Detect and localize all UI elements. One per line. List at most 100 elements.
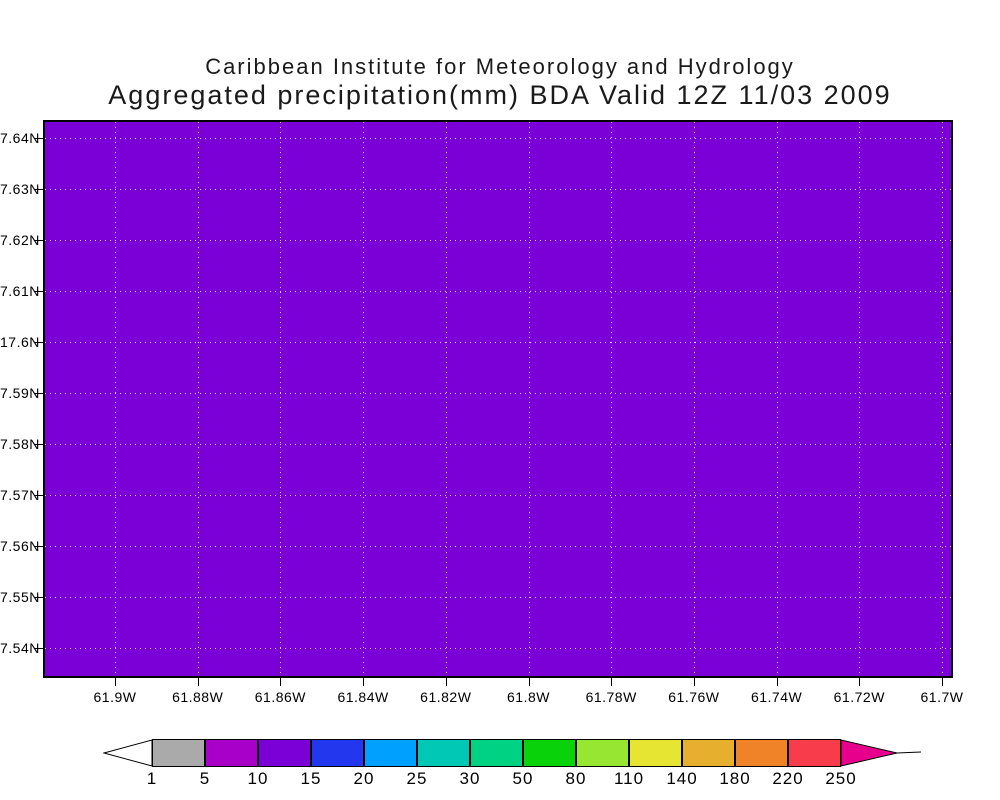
x-tick-mark <box>197 678 199 686</box>
y-tick-label: 17.6N <box>0 334 40 350</box>
colorbar-segment <box>629 739 682 767</box>
colorbar-tick-label: 110 <box>613 769 645 788</box>
y-tick-label: 7.55N <box>0 589 40 605</box>
gridline-longitude <box>859 122 861 676</box>
map-plot-area <box>43 120 953 678</box>
x-tick-mark <box>445 678 447 686</box>
x-tick-label: 61.74W <box>750 689 803 705</box>
y-tick-label: 7.54N <box>0 640 40 656</box>
gridline-latitude <box>45 393 951 394</box>
y-tick-label: 7.56N <box>0 538 40 554</box>
colorbar-tick-label: 5 <box>199 769 211 788</box>
x-tick-mark <box>859 678 861 686</box>
colorbar-segment <box>470 739 523 767</box>
colorbar-segment <box>205 739 258 767</box>
gridline-latitude <box>45 546 951 547</box>
y-tick-mark <box>34 291 43 292</box>
x-tick-label: 61.76W <box>668 689 720 705</box>
x-tick-label: 61.88W <box>172 689 224 705</box>
x-tick-mark <box>363 678 365 686</box>
y-tick-mark <box>34 138 43 139</box>
gridline-longitude <box>115 122 116 676</box>
colorbar-tick-label: 250 <box>825 769 857 788</box>
x-tick-mark <box>528 678 530 686</box>
gridline-longitude <box>363 122 365 676</box>
y-tick-label: 7.63N <box>0 181 40 197</box>
colorbar-tick-label: 180 <box>719 769 751 788</box>
colorbar-tick-label: 10 <box>247 769 269 788</box>
colorbar-segment <box>311 739 364 767</box>
gridline-latitude <box>45 444 951 445</box>
x-tick-label: 61.82W <box>420 689 472 705</box>
y-tick-label: 7.62N <box>0 232 40 248</box>
y-tick-label: 7.59N <box>0 385 40 401</box>
colorbar-tick-label: 80 <box>565 769 587 788</box>
colorbar-tick-label: 1 <box>146 769 158 788</box>
y-tick-mark <box>34 393 43 394</box>
y-tick-label: 7.57N <box>0 487 40 503</box>
gridline-longitude <box>528 122 530 676</box>
x-tick-mark <box>115 678 116 686</box>
gridline-latitude <box>45 189 951 190</box>
x-tick-label: 61.72W <box>833 689 885 705</box>
x-tick-mark <box>280 678 282 686</box>
colorbar-tick-label: 30 <box>459 769 481 788</box>
gridline-longitude <box>197 122 199 676</box>
gridline-longitude <box>611 122 613 676</box>
gridline-longitude <box>942 122 943 676</box>
x-tick-label: 61.9W <box>93 689 137 705</box>
colorbar-tick-label: 25 <box>406 769 428 788</box>
colorbar-segment <box>788 739 841 767</box>
colorbar-segment <box>364 739 417 767</box>
colorbar-segment <box>152 739 205 767</box>
x-tick-mark <box>776 678 778 686</box>
colorbar-tick-label: 140 <box>666 769 698 788</box>
y-tick-mark <box>34 495 43 496</box>
colorbar-legend: 1 5 10 15 20 25 30 50 80 110 140 180 220 250 <box>103 739 943 799</box>
x-tick-label: 61.7W <box>920 689 964 705</box>
colorbar-above-max-arrow <box>841 739 922 767</box>
x-tick-label: 61.84W <box>337 689 389 705</box>
gridline-latitude <box>45 291 951 292</box>
colorbar-tick-label: 220 <box>772 769 804 788</box>
colorbar-segment <box>417 739 470 767</box>
gridline-latitude <box>45 597 951 598</box>
gridline-latitude <box>45 240 951 241</box>
x-tick-label: 61.8W <box>507 689 550 705</box>
y-tick-mark <box>34 444 43 445</box>
y-tick-mark <box>34 189 43 190</box>
y-tick-mark <box>34 342 43 343</box>
gridline-latitude <box>45 648 951 649</box>
colorbar-segment <box>576 739 629 767</box>
x-tick-label: 61.78W <box>585 689 637 705</box>
gridline-longitude <box>280 122 282 676</box>
x-tick-mark <box>942 678 943 686</box>
colorbar-segment <box>735 739 788 767</box>
figure-title-variable: Aggregated precipitation(mm) BDA Valid 1… <box>108 80 892 110</box>
colorbar-tick-label: 20 <box>353 769 375 788</box>
x-tick-mark <box>693 678 695 686</box>
gridline-longitude <box>693 122 695 676</box>
figure-title-institute: Caribbean Institute for Meteorology and … <box>205 54 795 79</box>
y-tick-mark <box>34 648 43 649</box>
gridline-latitude <box>45 495 951 496</box>
y-tick-mark <box>34 597 43 598</box>
colorbar-segment <box>682 739 735 767</box>
y-tick-mark <box>34 240 43 241</box>
y-tick-label: 7.58N <box>0 436 40 452</box>
gridline-longitude <box>445 122 447 676</box>
colorbar-segment <box>258 739 311 767</box>
gridline-latitude <box>45 138 951 139</box>
x-tick-label: 61.86W <box>254 689 307 705</box>
gridline-latitude <box>45 342 951 343</box>
colorbar-segment <box>523 739 576 767</box>
y-tick-mark <box>34 546 43 547</box>
colorbar-below-min-arrow <box>103 739 153 767</box>
colorbar-tick-label: 15 <box>300 769 322 788</box>
colorbar-tick-label: 50 <box>512 769 534 788</box>
y-tick-label: 7.61N <box>0 283 40 299</box>
x-tick-mark <box>611 678 613 686</box>
gridline-longitude <box>776 122 778 676</box>
y-tick-label: 7.64N <box>0 130 40 146</box>
